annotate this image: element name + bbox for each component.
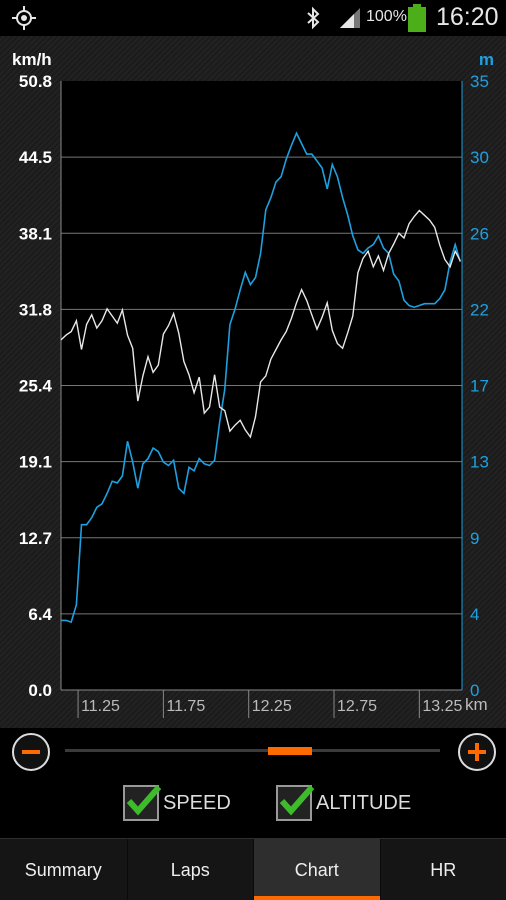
left-axis-tick-label: 0.0 (28, 681, 52, 700)
left-axis-unit: km/h (12, 50, 52, 69)
left-axis-tick-label: 6.4 (28, 605, 52, 624)
speed-checkbox-box[interactable] (123, 785, 162, 821)
x-axis-tick-label: 11.75 (166, 698, 205, 715)
right-axis-tick-label: 26 (470, 224, 489, 243)
tab-laps[interactable]: Laps (126, 839, 254, 900)
altitude-checkbox[interactable]: ALTITUDE (276, 784, 411, 822)
bluetooth-icon (307, 6, 320, 30)
bottom-tab-bar: Summary Laps Chart HR (0, 838, 506, 900)
zoom-slider-thumb[interactable] (268, 747, 312, 755)
left-axis-tick-label: 38.1 (19, 224, 52, 243)
tab-label: Summary (24, 859, 102, 880)
checkmark-icon (279, 785, 315, 816)
plus-icon-vertical (475, 743, 479, 761)
x-axis-tick-label: 12.75 (337, 698, 377, 715)
speed-checkbox[interactable]: SPEED (123, 784, 231, 822)
right-axis-tick-label: 30 (470, 148, 489, 167)
altitude-series-line (61, 131, 462, 624)
minus-icon (22, 750, 40, 754)
checkmark-icon (126, 785, 162, 816)
tab-label: Chart (294, 859, 339, 880)
left-axis-tick-label: 31.8 (19, 300, 52, 319)
clock: 16:20 (436, 3, 499, 31)
altitude-checkbox-label: ALTITUDE (316, 791, 412, 814)
status-bar: 100% 16:20 (0, 0, 506, 36)
signal-icon (340, 8, 360, 28)
left-axis-tick-label: 50.8 (19, 72, 52, 91)
tab-hr[interactable]: HR (379, 839, 506, 900)
tab-label: HR (430, 859, 457, 880)
gps-icon (12, 6, 36, 30)
altitude-checkbox-box[interactable] (276, 785, 315, 821)
right-axis-tick-label: 17 (470, 377, 489, 396)
right-axis-tick-label: 22 (470, 300, 489, 319)
zoom-slider-track[interactable] (65, 749, 440, 752)
tab-chart[interactable]: Chart (253, 839, 380, 900)
right-axis-tick-label: 13 (470, 453, 489, 472)
left-axis-tick-label: 25.4 (19, 377, 53, 396)
speed-series-line (60, 209, 461, 439)
right-axis-tick-label: 35 (470, 72, 489, 91)
zoom-out-button[interactable] (12, 733, 50, 771)
tab-summary[interactable]: Summary (0, 839, 127, 900)
speed-checkbox-label: SPEED (163, 791, 231, 814)
battery-icon (408, 4, 426, 32)
zoom-in-button[interactable] (458, 733, 496, 771)
left-axis-tick-label: 19.1 (19, 453, 52, 472)
battery-percent: 100% (366, 8, 407, 25)
left-axis-tick-label: 12.7 (19, 529, 52, 548)
left-axis-tick-label: 44.5 (19, 148, 52, 167)
right-axis-tick-label: 0 (470, 681, 479, 700)
x-axis-tick-label: 11.25 (81, 698, 120, 715)
right-axis-unit: m (478, 50, 494, 69)
x-axis-tick-label: 13.25 (422, 698, 462, 715)
tab-label: Laps (170, 859, 210, 880)
x-axis-tick-label: 12.25 (252, 698, 292, 715)
right-axis-tick-label: 9 (470, 529, 479, 548)
x-axis-unit: km (465, 695, 488, 714)
right-axis-tick-label: 4 (470, 605, 479, 624)
